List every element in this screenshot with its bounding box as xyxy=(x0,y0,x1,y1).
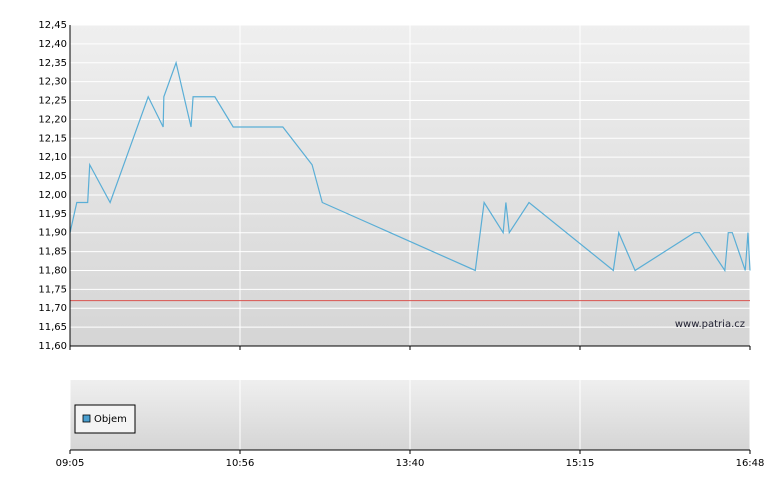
y-tick-label: 12,05 xyxy=(38,171,67,182)
legend-swatch xyxy=(82,414,91,423)
y-tick-label: 12,20 xyxy=(38,114,67,125)
x-tick-label: 10:56 xyxy=(226,458,255,469)
y-tick-label: 11,85 xyxy=(38,247,67,258)
y-tick-label: 12,15 xyxy=(38,133,67,144)
x-tick-label: 15:15 xyxy=(566,458,595,469)
x-tick-label: 09:05 xyxy=(56,458,85,469)
y-tick-label: 12,25 xyxy=(38,96,67,107)
y-tick-label: 12,45 xyxy=(38,20,67,31)
y-tick-label: 11,95 xyxy=(38,209,67,220)
x-tick-label: 16:48 xyxy=(736,458,765,469)
x-tick-label: 13:40 xyxy=(396,458,425,469)
y-tick-label: 12,00 xyxy=(38,190,67,201)
price-line xyxy=(69,60,751,273)
y-tick-label: 11,90 xyxy=(38,228,67,239)
y-tick-label: 12,30 xyxy=(38,77,67,88)
y-tick-label: 11,60 xyxy=(38,341,67,352)
y-tick-label: 11,80 xyxy=(38,265,67,276)
y-tick-label: 12,35 xyxy=(38,58,67,69)
y-tick-label: 11,70 xyxy=(38,303,67,314)
y-tick-label: 12,10 xyxy=(38,152,67,163)
y-tick-label: 11,75 xyxy=(38,284,67,295)
y-tick-label: 12,40 xyxy=(38,39,67,50)
y-tick-label: 11,65 xyxy=(38,322,67,333)
watermark: www.patria.cz xyxy=(675,319,745,330)
legend-label: Objem xyxy=(94,414,127,425)
